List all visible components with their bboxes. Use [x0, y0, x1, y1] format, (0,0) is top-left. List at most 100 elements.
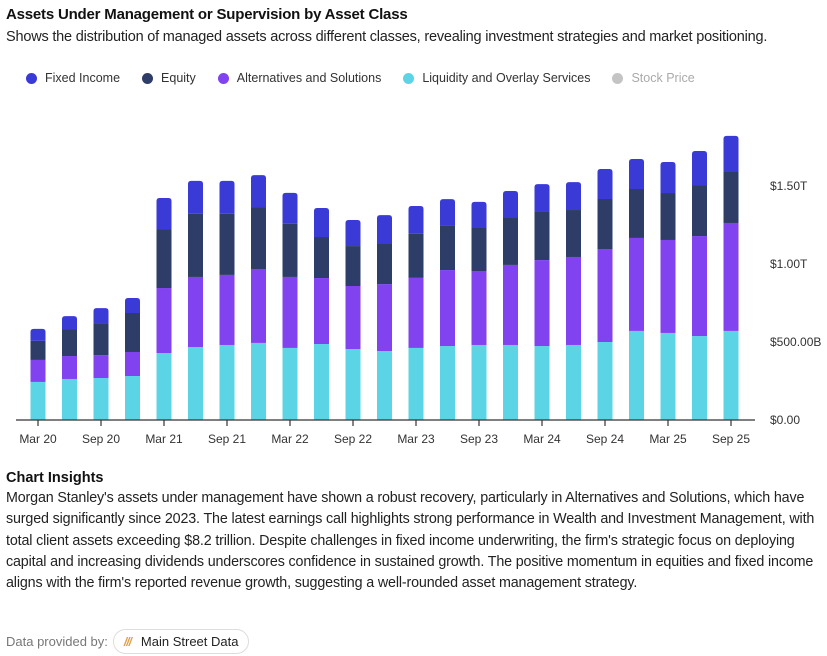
bar-segment-equity[interactable]	[660, 193, 676, 240]
bar-segment-liquidity-and-overlay-services[interactable]	[534, 346, 550, 420]
bar-segment-equity[interactable]	[156, 229, 172, 289]
legend-item-liquidity[interactable]: Liquidity and Overlay Services	[403, 71, 590, 85]
bar-segment-liquidity-and-overlay-services[interactable]	[30, 381, 46, 420]
bar-segment-fixed-income[interactable]	[188, 180, 203, 214]
bar-segment-alternatives-and-solutions[interactable]	[93, 355, 109, 379]
bar-stack-mar-25[interactable]	[660, 161, 676, 420]
bar-segment-alternatives-and-solutions[interactable]	[188, 276, 203, 347]
bar-stack-jun-24[interactable]	[566, 182, 581, 420]
bar-segment-equity[interactable]	[692, 185, 707, 237]
bar-segment-alternatives-and-solutions[interactable]	[219, 274, 235, 345]
bar-segment-alternatives-and-solutions[interactable]	[503, 264, 518, 345]
bar-stack-dec-22[interactable]	[377, 215, 392, 420]
bar-segment-alternatives-and-solutions[interactable]	[282, 276, 298, 348]
bar-segment-equity[interactable]	[723, 171, 739, 223]
bar-stack-sep-22[interactable]	[345, 220, 361, 420]
bar-segment-equity[interactable]	[125, 312, 140, 352]
bar-stack-mar-21[interactable]	[156, 198, 172, 420]
bar-segment-fixed-income[interactable]	[156, 198, 172, 230]
bar-segment-equity[interactable]	[597, 198, 613, 250]
bar-segment-fixed-income[interactable]	[251, 175, 266, 208]
bar-segment-equity[interactable]	[93, 323, 109, 356]
bar-segment-fixed-income[interactable]	[629, 159, 644, 189]
bar-segment-equity[interactable]	[440, 225, 455, 271]
bar-segment-alternatives-and-solutions[interactable]	[408, 277, 424, 348]
bar-segment-equity[interactable]	[345, 246, 361, 286]
bar-segment-fixed-income[interactable]	[125, 298, 140, 313]
bar-stack-jun-21[interactable]	[188, 180, 203, 420]
bar-segment-alternatives-and-solutions[interactable]	[723, 222, 739, 331]
bar-segment-alternatives-and-solutions[interactable]	[314, 278, 329, 345]
bar-stack-dec-24[interactable]	[629, 159, 644, 420]
bar-segment-fixed-income[interactable]	[566, 182, 581, 211]
bar-segment-alternatives-and-solutions[interactable]	[345, 285, 361, 350]
bar-stack-jun-23[interactable]	[440, 199, 455, 420]
bar-segment-equity[interactable]	[629, 188, 644, 238]
bar-segment-equity[interactable]	[377, 243, 392, 285]
bar-segment-liquidity-and-overlay-services[interactable]	[219, 344, 235, 420]
bar-stack-sep-23[interactable]	[471, 201, 487, 420]
bar-segment-alternatives-and-solutions[interactable]	[125, 351, 140, 377]
bar-segment-liquidity-and-overlay-services[interactable]	[377, 351, 392, 420]
bar-segment-fixed-income[interactable]	[408, 205, 424, 234]
bar-segment-alternatives-and-solutions[interactable]	[251, 268, 266, 343]
bar-stack-sep-21[interactable]	[219, 180, 235, 420]
bar-segment-equity[interactable]	[282, 223, 298, 277]
bar-segment-fixed-income[interactable]	[282, 192, 298, 224]
bar-segment-liquidity-and-overlay-services[interactable]	[408, 347, 424, 420]
bar-segment-equity[interactable]	[62, 329, 77, 357]
provider-badge[interactable]: /// Main Street Data	[112, 629, 250, 654]
bar-segment-fixed-income[interactable]	[723, 135, 739, 172]
bar-segment-liquidity-and-overlay-services[interactable]	[93, 378, 109, 420]
bar-segment-equity[interactable]	[219, 213, 235, 275]
bar-segment-liquidity-and-overlay-services[interactable]	[156, 353, 172, 420]
bar-stack-dec-20[interactable]	[125, 298, 140, 420]
bar-segment-fixed-income[interactable]	[503, 190, 518, 218]
bar-segment-liquidity-and-overlay-services[interactable]	[566, 344, 581, 420]
legend-item-equity[interactable]: Equity	[142, 71, 196, 85]
bar-stack-sep-25[interactable]	[723, 135, 739, 420]
bar-segment-alternatives-and-solutions[interactable]	[629, 237, 644, 331]
bar-stack-sep-24[interactable]	[597, 168, 613, 420]
bar-segment-fixed-income[interactable]	[314, 207, 329, 238]
bar-segment-alternatives-and-solutions[interactable]	[440, 270, 455, 347]
bar-segment-fixed-income[interactable]	[534, 184, 550, 212]
bar-segment-liquidity-and-overlay-services[interactable]	[188, 346, 203, 420]
bar-segment-alternatives-and-solutions[interactable]	[566, 256, 581, 345]
bar-segment-liquidity-and-overlay-services[interactable]	[345, 349, 361, 420]
bar-segment-liquidity-and-overlay-services[interactable]	[314, 344, 329, 420]
bar-segment-alternatives-and-solutions[interactable]	[377, 284, 392, 352]
bar-segment-equity[interactable]	[30, 340, 46, 360]
legend-item-fixed-income[interactable]: Fixed Income	[26, 71, 120, 85]
bar-segment-liquidity-and-overlay-services[interactable]	[440, 346, 455, 420]
bar-segment-fixed-income[interactable]	[597, 168, 613, 199]
bar-segment-fixed-income[interactable]	[93, 308, 109, 324]
bar-segment-alternatives-and-solutions[interactable]	[534, 260, 550, 347]
bar-stack-mar-23[interactable]	[408, 205, 424, 420]
bar-segment-fixed-income[interactable]	[692, 151, 707, 186]
bar-segment-liquidity-and-overlay-services[interactable]	[282, 347, 298, 420]
bar-segment-equity[interactable]	[188, 213, 203, 277]
bar-segment-equity[interactable]	[503, 217, 518, 265]
bar-segment-liquidity-and-overlay-services[interactable]	[62, 378, 77, 420]
bar-segment-equity[interactable]	[408, 233, 424, 278]
bar-segment-fixed-income[interactable]	[345, 220, 361, 247]
bar-segment-alternatives-and-solutions[interactable]	[156, 288, 172, 354]
bar-stack-jun-20[interactable]	[62, 316, 77, 420]
bar-segment-fixed-income[interactable]	[440, 199, 455, 226]
bar-segment-liquidity-and-overlay-services[interactable]	[692, 336, 707, 420]
bar-segment-liquidity-and-overlay-services[interactable]	[251, 342, 266, 420]
bar-segment-fixed-income[interactable]	[471, 201, 487, 228]
bar-segment-liquidity-and-overlay-services[interactable]	[660, 332, 676, 420]
bar-segment-equity[interactable]	[471, 227, 487, 272]
bar-segment-fixed-income[interactable]	[62, 316, 77, 330]
bar-segment-fixed-income[interactable]	[30, 328, 46, 341]
bar-segment-fixed-income[interactable]	[219, 180, 235, 214]
bar-stack-dec-23[interactable]	[503, 190, 518, 420]
bar-segment-liquidity-and-overlay-services[interactable]	[723, 330, 739, 420]
bar-stack-mar-24[interactable]	[534, 184, 550, 420]
bar-segment-alternatives-and-solutions[interactable]	[62, 356, 77, 379]
bar-segment-fixed-income[interactable]	[660, 161, 676, 194]
bar-segment-equity[interactable]	[251, 207, 266, 269]
bar-segment-liquidity-and-overlay-services[interactable]	[125, 376, 140, 420]
